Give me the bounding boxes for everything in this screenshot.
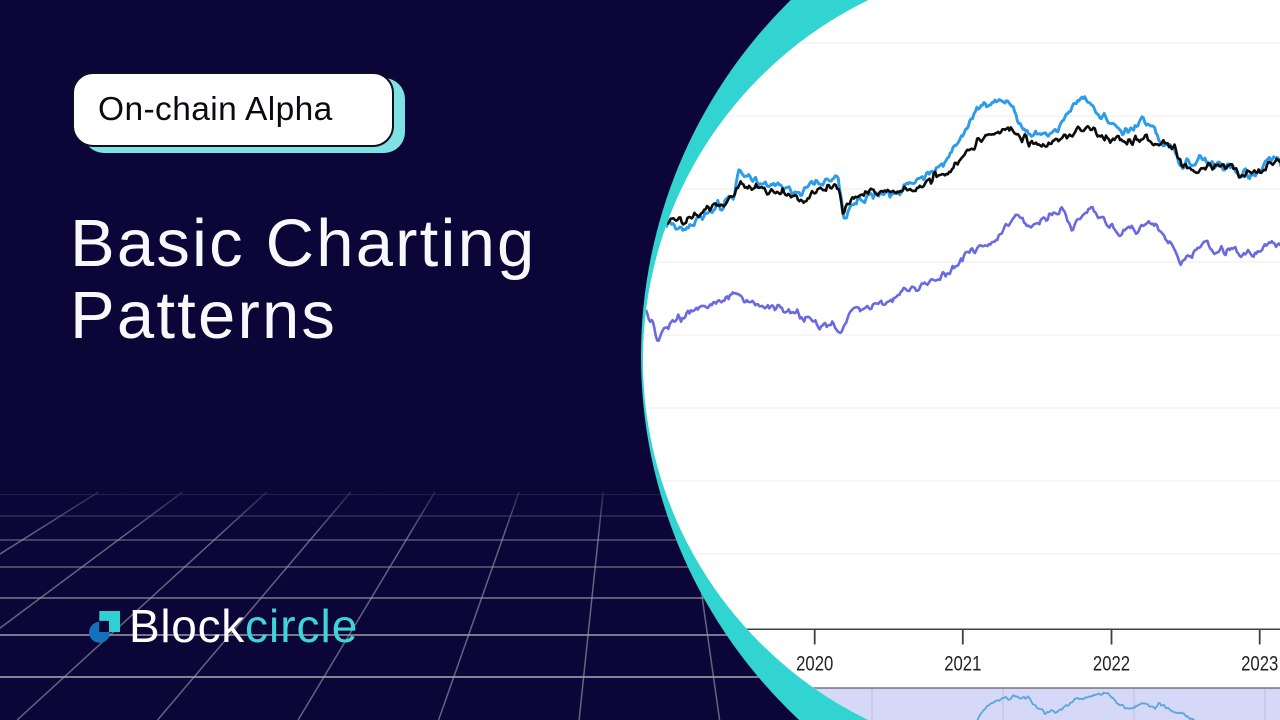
svg-text:2023: 2023 xyxy=(1241,651,1278,676)
svg-text:2021: 2021 xyxy=(944,651,981,676)
svg-text:2022: 2022 xyxy=(1093,651,1130,676)
svg-text:2020: 2020 xyxy=(796,651,833,676)
